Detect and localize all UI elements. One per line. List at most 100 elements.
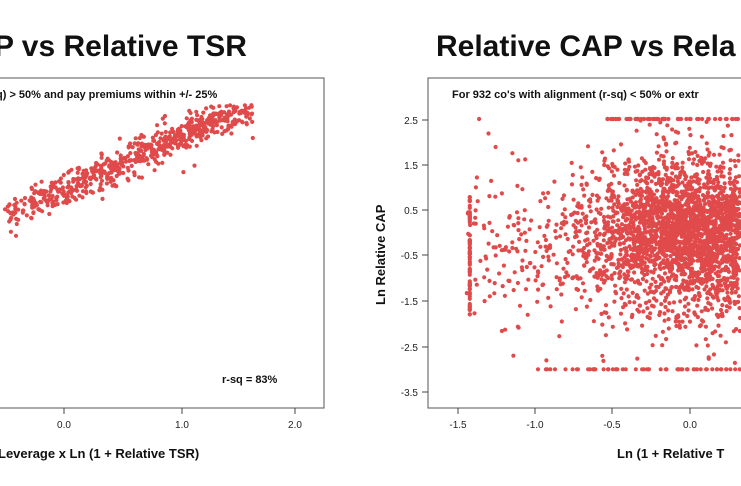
right-data-point (650, 289, 655, 294)
right-data-point (731, 205, 737, 211)
right-data-point (723, 298, 728, 303)
right-data-point (482, 299, 487, 304)
right-data-point (632, 164, 638, 169)
left-data-point (185, 122, 190, 127)
right-data-point (583, 255, 588, 261)
right-data-point (561, 266, 566, 271)
right-data-point (644, 190, 649, 195)
right-data-point (626, 236, 631, 241)
left-data-point (224, 115, 229, 120)
right-data-point (627, 116, 633, 122)
right-data-point (656, 116, 661, 122)
left-data-point (204, 129, 209, 134)
right-data-point (719, 174, 724, 179)
right-data-point (685, 198, 690, 203)
left-data-point (47, 211, 52, 217)
left-data-point (153, 159, 159, 164)
left-data-point (44, 189, 49, 194)
right-data-point (670, 171, 675, 176)
right-data-point (723, 340, 729, 345)
right-data-point (695, 315, 701, 320)
right-data-point (637, 303, 642, 308)
right-data-point (713, 116, 718, 122)
right-data-point (538, 199, 543, 204)
right-data-point (647, 122, 652, 127)
right-data-point (599, 206, 604, 211)
right-data-point (601, 214, 607, 220)
right-data-point (688, 133, 693, 138)
left-data-point (160, 160, 165, 165)
right-data-point (717, 152, 722, 157)
right-data-point (686, 181, 691, 186)
right-data-point (503, 247, 508, 252)
right-data-point (517, 303, 523, 308)
right-data-point (623, 212, 628, 217)
left-data-point (188, 118, 193, 123)
right-data-point (624, 187, 629, 192)
right-data-point (710, 367, 715, 372)
right-data-point (678, 170, 683, 175)
right-data-point (573, 307, 579, 312)
right-data-point (628, 224, 633, 229)
left-data-point (197, 126, 202, 131)
left-rsq-annotation: r-sq = 83% (222, 374, 278, 386)
right-data-point (709, 214, 714, 220)
right-data-point (559, 226, 564, 231)
right-data-point (699, 238, 704, 244)
right-data-point (522, 230, 528, 235)
right-data-point (615, 204, 620, 210)
right-data-point (473, 215, 478, 220)
right-data-point (639, 219, 644, 224)
right-data-point (703, 337, 708, 342)
right-data-point (611, 148, 616, 153)
left-data-point (187, 144, 192, 149)
right-data-point (526, 277, 531, 282)
right-data-point (493, 144, 498, 150)
right-data-point (687, 126, 692, 131)
right-data-point (547, 243, 553, 248)
right-data-point (713, 264, 718, 269)
right-data-point (716, 236, 721, 241)
left-data-point (22, 196, 28, 201)
right-data-point (630, 258, 635, 263)
right-data-point (700, 116, 705, 122)
right-data-point (641, 367, 647, 372)
right-data-point (729, 290, 734, 295)
right-data-point (632, 229, 637, 234)
right-data-point (680, 180, 685, 185)
left-data-point (193, 125, 198, 130)
right-data-point (594, 250, 599, 255)
right-data-point (609, 181, 614, 186)
right-data-point (649, 282, 654, 287)
left-data-point (150, 135, 155, 140)
right-data-point (666, 200, 671, 205)
right-data-point (625, 217, 630, 222)
right-data-point (638, 200, 643, 205)
right-data-point (659, 194, 664, 199)
right-data-point (690, 185, 695, 190)
left-data-point (157, 140, 162, 145)
left-data-point (170, 126, 175, 131)
right-data-point (471, 221, 476, 226)
right-data-point (486, 131, 491, 136)
right-data-point (667, 234, 672, 239)
right-data-point (706, 169, 711, 174)
right-data-point (634, 235, 639, 241)
right-data-point (669, 266, 675, 272)
left-data-point (179, 124, 184, 129)
right-data-point (703, 231, 708, 236)
left-data-point (179, 141, 184, 146)
right-data-point (681, 250, 686, 255)
right-data-point (601, 244, 606, 249)
right-data-point (601, 264, 607, 269)
right-data-point (719, 278, 724, 283)
right-data-point (588, 209, 593, 214)
right-data-point (707, 219, 712, 225)
right-data-point (681, 219, 687, 224)
right-data-point (632, 300, 637, 305)
right-x-tick-label: -1.5 (449, 420, 467, 431)
right-data-point (729, 275, 734, 280)
right-data-point (591, 238, 596, 243)
right-data-point (635, 182, 640, 187)
right-data-point (665, 123, 670, 128)
